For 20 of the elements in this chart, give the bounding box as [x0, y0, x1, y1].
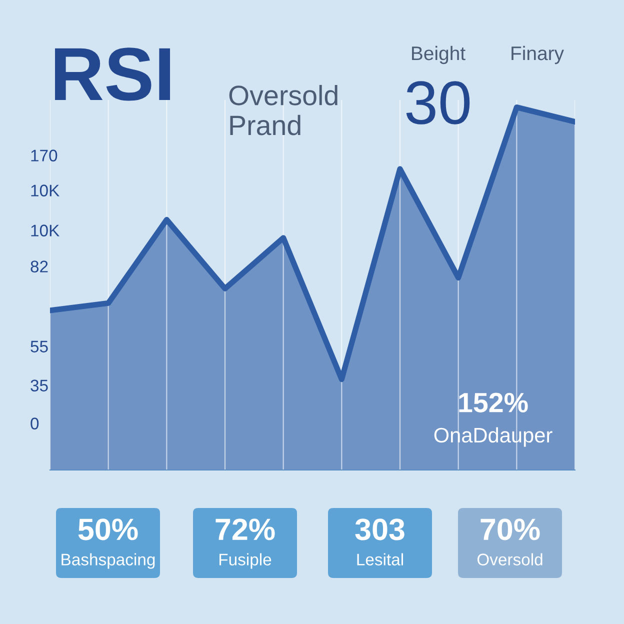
text: 82	[30, 260, 48, 272]
text: Beight	[412, 46, 466, 64]
chart-subtitle: Oversold Prand	[229, 84, 338, 136]
text: Oversold	[477, 553, 542, 566]
text: 35	[30, 380, 48, 392]
text: 55	[30, 340, 48, 352]
text: 70%	[480, 518, 540, 540]
text: Bashspacing	[62, 553, 155, 569]
annotation: 30	[406, 81, 470, 124]
text: 50%	[78, 518, 138, 540]
chart-title: RSI	[55, 48, 170, 101]
annotation: 10K	[31, 224, 60, 236]
text: Lesital	[357, 553, 403, 566]
text: 0	[30, 418, 39, 430]
text: 72%	[216, 518, 275, 540]
text: Fusiple	[220, 553, 272, 569]
text: Finary	[512, 46, 564, 64]
text: 303	[355, 518, 404, 540]
annotation: 10K	[31, 184, 60, 196]
annotation: 170	[31, 150, 58, 162]
